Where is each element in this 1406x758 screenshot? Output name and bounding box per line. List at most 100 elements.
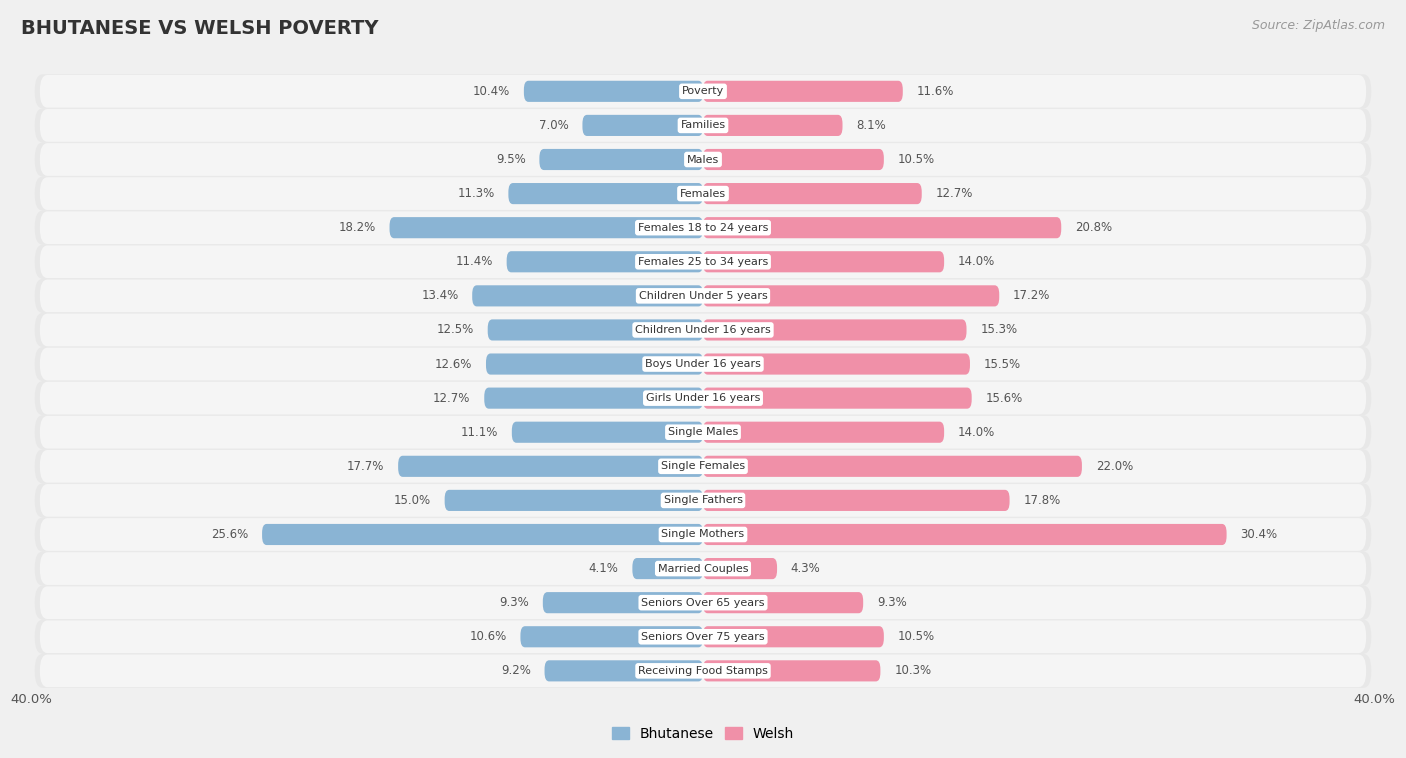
Text: 11.3%: 11.3% bbox=[457, 187, 495, 200]
Text: 15.0%: 15.0% bbox=[394, 494, 430, 507]
Text: 10.5%: 10.5% bbox=[897, 630, 935, 644]
FancyBboxPatch shape bbox=[703, 217, 1062, 238]
Text: 12.6%: 12.6% bbox=[434, 358, 472, 371]
Text: 18.2%: 18.2% bbox=[339, 221, 375, 234]
Text: 13.4%: 13.4% bbox=[422, 290, 458, 302]
FancyBboxPatch shape bbox=[262, 524, 703, 545]
Text: Girls Under 16 years: Girls Under 16 years bbox=[645, 393, 761, 403]
Text: 9.3%: 9.3% bbox=[877, 597, 907, 609]
Text: 9.2%: 9.2% bbox=[501, 664, 531, 678]
FancyBboxPatch shape bbox=[39, 553, 1367, 585]
FancyBboxPatch shape bbox=[703, 251, 945, 272]
FancyBboxPatch shape bbox=[703, 353, 970, 374]
Text: 10.4%: 10.4% bbox=[472, 85, 510, 98]
FancyBboxPatch shape bbox=[703, 592, 863, 613]
Text: 4.1%: 4.1% bbox=[589, 562, 619, 575]
FancyBboxPatch shape bbox=[703, 626, 884, 647]
Text: 11.4%: 11.4% bbox=[456, 255, 494, 268]
FancyBboxPatch shape bbox=[633, 558, 703, 579]
Text: Single Females: Single Females bbox=[661, 462, 745, 471]
Text: Poverty: Poverty bbox=[682, 86, 724, 96]
Text: 15.5%: 15.5% bbox=[984, 358, 1021, 371]
Text: 20.8%: 20.8% bbox=[1076, 221, 1112, 234]
FancyBboxPatch shape bbox=[703, 387, 972, 409]
Text: 40.0%: 40.0% bbox=[10, 694, 52, 706]
FancyBboxPatch shape bbox=[486, 353, 703, 374]
Text: 14.0%: 14.0% bbox=[957, 426, 995, 439]
Text: 17.7%: 17.7% bbox=[347, 460, 384, 473]
FancyBboxPatch shape bbox=[39, 416, 1367, 449]
FancyBboxPatch shape bbox=[703, 149, 884, 170]
FancyBboxPatch shape bbox=[398, 456, 703, 477]
FancyBboxPatch shape bbox=[544, 660, 703, 681]
Text: 10.3%: 10.3% bbox=[894, 664, 931, 678]
Text: 14.0%: 14.0% bbox=[957, 255, 995, 268]
FancyBboxPatch shape bbox=[35, 74, 1371, 108]
Text: BHUTANESE VS WELSH POVERTY: BHUTANESE VS WELSH POVERTY bbox=[21, 19, 378, 38]
FancyBboxPatch shape bbox=[472, 285, 703, 306]
Text: Males: Males bbox=[688, 155, 718, 164]
Text: 12.7%: 12.7% bbox=[935, 187, 973, 200]
FancyBboxPatch shape bbox=[39, 211, 1367, 244]
Text: 4.3%: 4.3% bbox=[790, 562, 821, 575]
Text: Children Under 5 years: Children Under 5 years bbox=[638, 291, 768, 301]
Text: Females 18 to 24 years: Females 18 to 24 years bbox=[638, 223, 768, 233]
Text: Receiving Food Stamps: Receiving Food Stamps bbox=[638, 666, 768, 676]
Text: 8.1%: 8.1% bbox=[856, 119, 886, 132]
Text: 12.5%: 12.5% bbox=[437, 324, 474, 337]
FancyBboxPatch shape bbox=[35, 620, 1371, 654]
FancyBboxPatch shape bbox=[703, 183, 922, 204]
Text: Females 25 to 34 years: Females 25 to 34 years bbox=[638, 257, 768, 267]
Text: Single Fathers: Single Fathers bbox=[664, 496, 742, 506]
FancyBboxPatch shape bbox=[35, 654, 1371, 688]
Text: 11.1%: 11.1% bbox=[461, 426, 498, 439]
FancyBboxPatch shape bbox=[35, 177, 1371, 211]
FancyBboxPatch shape bbox=[488, 319, 703, 340]
Text: 10.6%: 10.6% bbox=[470, 630, 506, 644]
Text: 11.6%: 11.6% bbox=[917, 85, 953, 98]
FancyBboxPatch shape bbox=[39, 75, 1367, 108]
FancyBboxPatch shape bbox=[39, 177, 1367, 210]
Text: 10.5%: 10.5% bbox=[897, 153, 935, 166]
Text: Single Mothers: Single Mothers bbox=[661, 530, 745, 540]
Text: 15.3%: 15.3% bbox=[980, 324, 1018, 337]
FancyBboxPatch shape bbox=[35, 415, 1371, 449]
Text: 40.0%: 40.0% bbox=[1354, 694, 1396, 706]
FancyBboxPatch shape bbox=[35, 347, 1371, 381]
FancyBboxPatch shape bbox=[35, 143, 1371, 177]
Text: Boys Under 16 years: Boys Under 16 years bbox=[645, 359, 761, 369]
FancyBboxPatch shape bbox=[444, 490, 703, 511]
FancyBboxPatch shape bbox=[35, 108, 1371, 143]
Text: 9.5%: 9.5% bbox=[496, 153, 526, 166]
FancyBboxPatch shape bbox=[35, 484, 1371, 518]
FancyBboxPatch shape bbox=[520, 626, 703, 647]
Text: 22.0%: 22.0% bbox=[1095, 460, 1133, 473]
FancyBboxPatch shape bbox=[35, 211, 1371, 245]
FancyBboxPatch shape bbox=[35, 449, 1371, 484]
FancyBboxPatch shape bbox=[35, 245, 1371, 279]
FancyBboxPatch shape bbox=[524, 81, 703, 102]
FancyBboxPatch shape bbox=[35, 313, 1371, 347]
FancyBboxPatch shape bbox=[506, 251, 703, 272]
FancyBboxPatch shape bbox=[35, 552, 1371, 586]
FancyBboxPatch shape bbox=[39, 348, 1367, 381]
FancyBboxPatch shape bbox=[39, 484, 1367, 517]
FancyBboxPatch shape bbox=[703, 319, 966, 340]
Text: 25.6%: 25.6% bbox=[211, 528, 249, 541]
FancyBboxPatch shape bbox=[39, 586, 1367, 619]
FancyBboxPatch shape bbox=[35, 279, 1371, 313]
FancyBboxPatch shape bbox=[39, 450, 1367, 483]
Text: 7.0%: 7.0% bbox=[538, 119, 568, 132]
Text: 15.6%: 15.6% bbox=[986, 392, 1022, 405]
Legend: Bhutanese, Welsh: Bhutanese, Welsh bbox=[606, 721, 800, 747]
FancyBboxPatch shape bbox=[39, 246, 1367, 278]
FancyBboxPatch shape bbox=[703, 558, 778, 579]
FancyBboxPatch shape bbox=[35, 518, 1371, 552]
Text: 30.4%: 30.4% bbox=[1240, 528, 1278, 541]
FancyBboxPatch shape bbox=[582, 115, 703, 136]
FancyBboxPatch shape bbox=[703, 81, 903, 102]
Text: 17.2%: 17.2% bbox=[1012, 290, 1050, 302]
Text: Seniors Over 75 years: Seniors Over 75 years bbox=[641, 631, 765, 642]
FancyBboxPatch shape bbox=[39, 143, 1367, 176]
FancyBboxPatch shape bbox=[39, 109, 1367, 142]
